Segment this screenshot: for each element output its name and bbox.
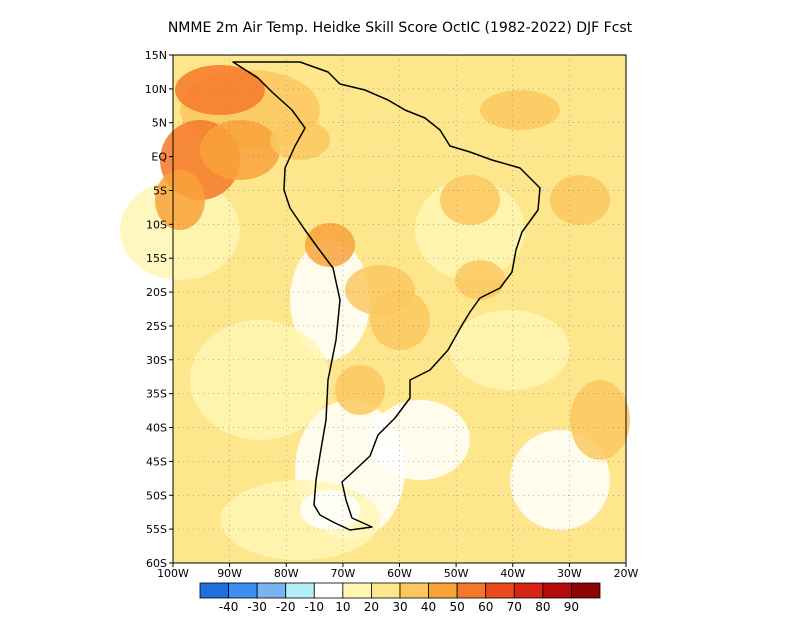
chart-title: NMME 2m Air Temp. Heidke Skill Score Oct… [167,20,633,36]
field-patch [370,290,430,350]
colorbar-swatch [342,582,372,599]
lat-tick-label: 50S [146,489,167,502]
lat-tick-label: EQ [151,151,167,164]
field-patch [290,240,370,360]
colorbar-swatch [285,582,315,599]
lon-tick-label: 50W [444,567,469,580]
lon-tick-label: 80W [274,567,299,580]
lat-tick-label: 45S [146,455,167,468]
lon-tick-label: 30W [557,567,582,580]
field-patch [300,490,360,530]
field-patch [510,430,610,530]
colorbar-label: 40 [421,600,436,614]
lat-tick-label: 25S [146,320,167,333]
south-america-coastline [232,61,541,531]
colorbar-swatch [542,582,572,599]
lat-tick-label: 30S [146,354,167,367]
colorbar-label: 80 [535,600,550,614]
field-patch [450,310,570,390]
field-patch [155,170,205,230]
field-patch [190,320,330,440]
colorbar-label: -20 [276,600,296,614]
lat-tick-label: 20S [146,286,167,299]
colorbar-swatch [199,582,229,599]
colorbar-swatch [228,582,258,599]
colorbar-swatch [428,582,458,599]
lon-tick-label: 90W [217,567,242,580]
colorbar-swatch [513,582,544,599]
colorbar-label: 20 [364,600,379,614]
field-patch [370,400,470,480]
field-patch [480,90,560,130]
lat-tick-label: 15N [145,49,167,62]
field-patch [305,223,355,267]
lon-tick-label: 60W [387,567,412,580]
field-patch [270,120,330,160]
lat-tick-label: 15S [146,252,167,265]
colorbar-swatch [256,582,287,599]
field-patch [550,175,610,225]
field-patch [200,120,280,180]
colorbar-label: 50 [450,600,465,614]
field-patch [455,260,505,300]
colorbar-label: -10 [304,600,324,614]
lon-tick-label: 70W [330,567,355,580]
lon-tick-label: 100W [157,567,189,580]
colorbar-label: 90 [564,600,579,614]
lat-tick-label: 60S [146,557,167,570]
lat-tick-label: 5N [152,117,167,130]
lat-tick-label: 10N [145,83,167,96]
field-patch [175,65,265,115]
colorbar-swatch [399,582,429,599]
lon-tick-label: 20W [614,567,639,580]
colorbar-label: 30 [392,600,407,614]
field-patch [570,380,630,460]
colorbar: -40 -30 -20 -10 10 20 30 40 50 60 70 80 90 [199,582,601,614]
colorbar-swatch [371,582,401,599]
lon-tick-label: 40W [500,567,525,580]
map-frame [172,54,627,564]
colorbar-label: 10 [335,600,350,614]
colorbar-label: -40 [219,600,239,614]
axis-ticks: 15N 10N 5N EQ 5S 10S 15S 20S 25S 30S 35S 40S 45S 50S 5… [145,49,639,580]
lat-tick-label: 35S [146,388,167,401]
colorbar-label: 60 [478,600,493,614]
field-patch [440,175,500,225]
lat-tick-label: 5S [153,184,167,197]
colorbar-swatch [313,582,344,599]
colorbar-label: -30 [247,600,267,614]
colorbar-swatch [485,582,515,599]
skill-field [120,55,630,563]
lat-tick-label: 40S [146,422,167,435]
colorbar-label: 70 [507,600,522,614]
colorbar-swatch [571,582,601,599]
lat-tick-label: 10S [146,218,167,231]
field-patch [335,365,385,415]
lat-tick-label: 55S [146,523,167,536]
colorbar-swatch [456,582,487,599]
